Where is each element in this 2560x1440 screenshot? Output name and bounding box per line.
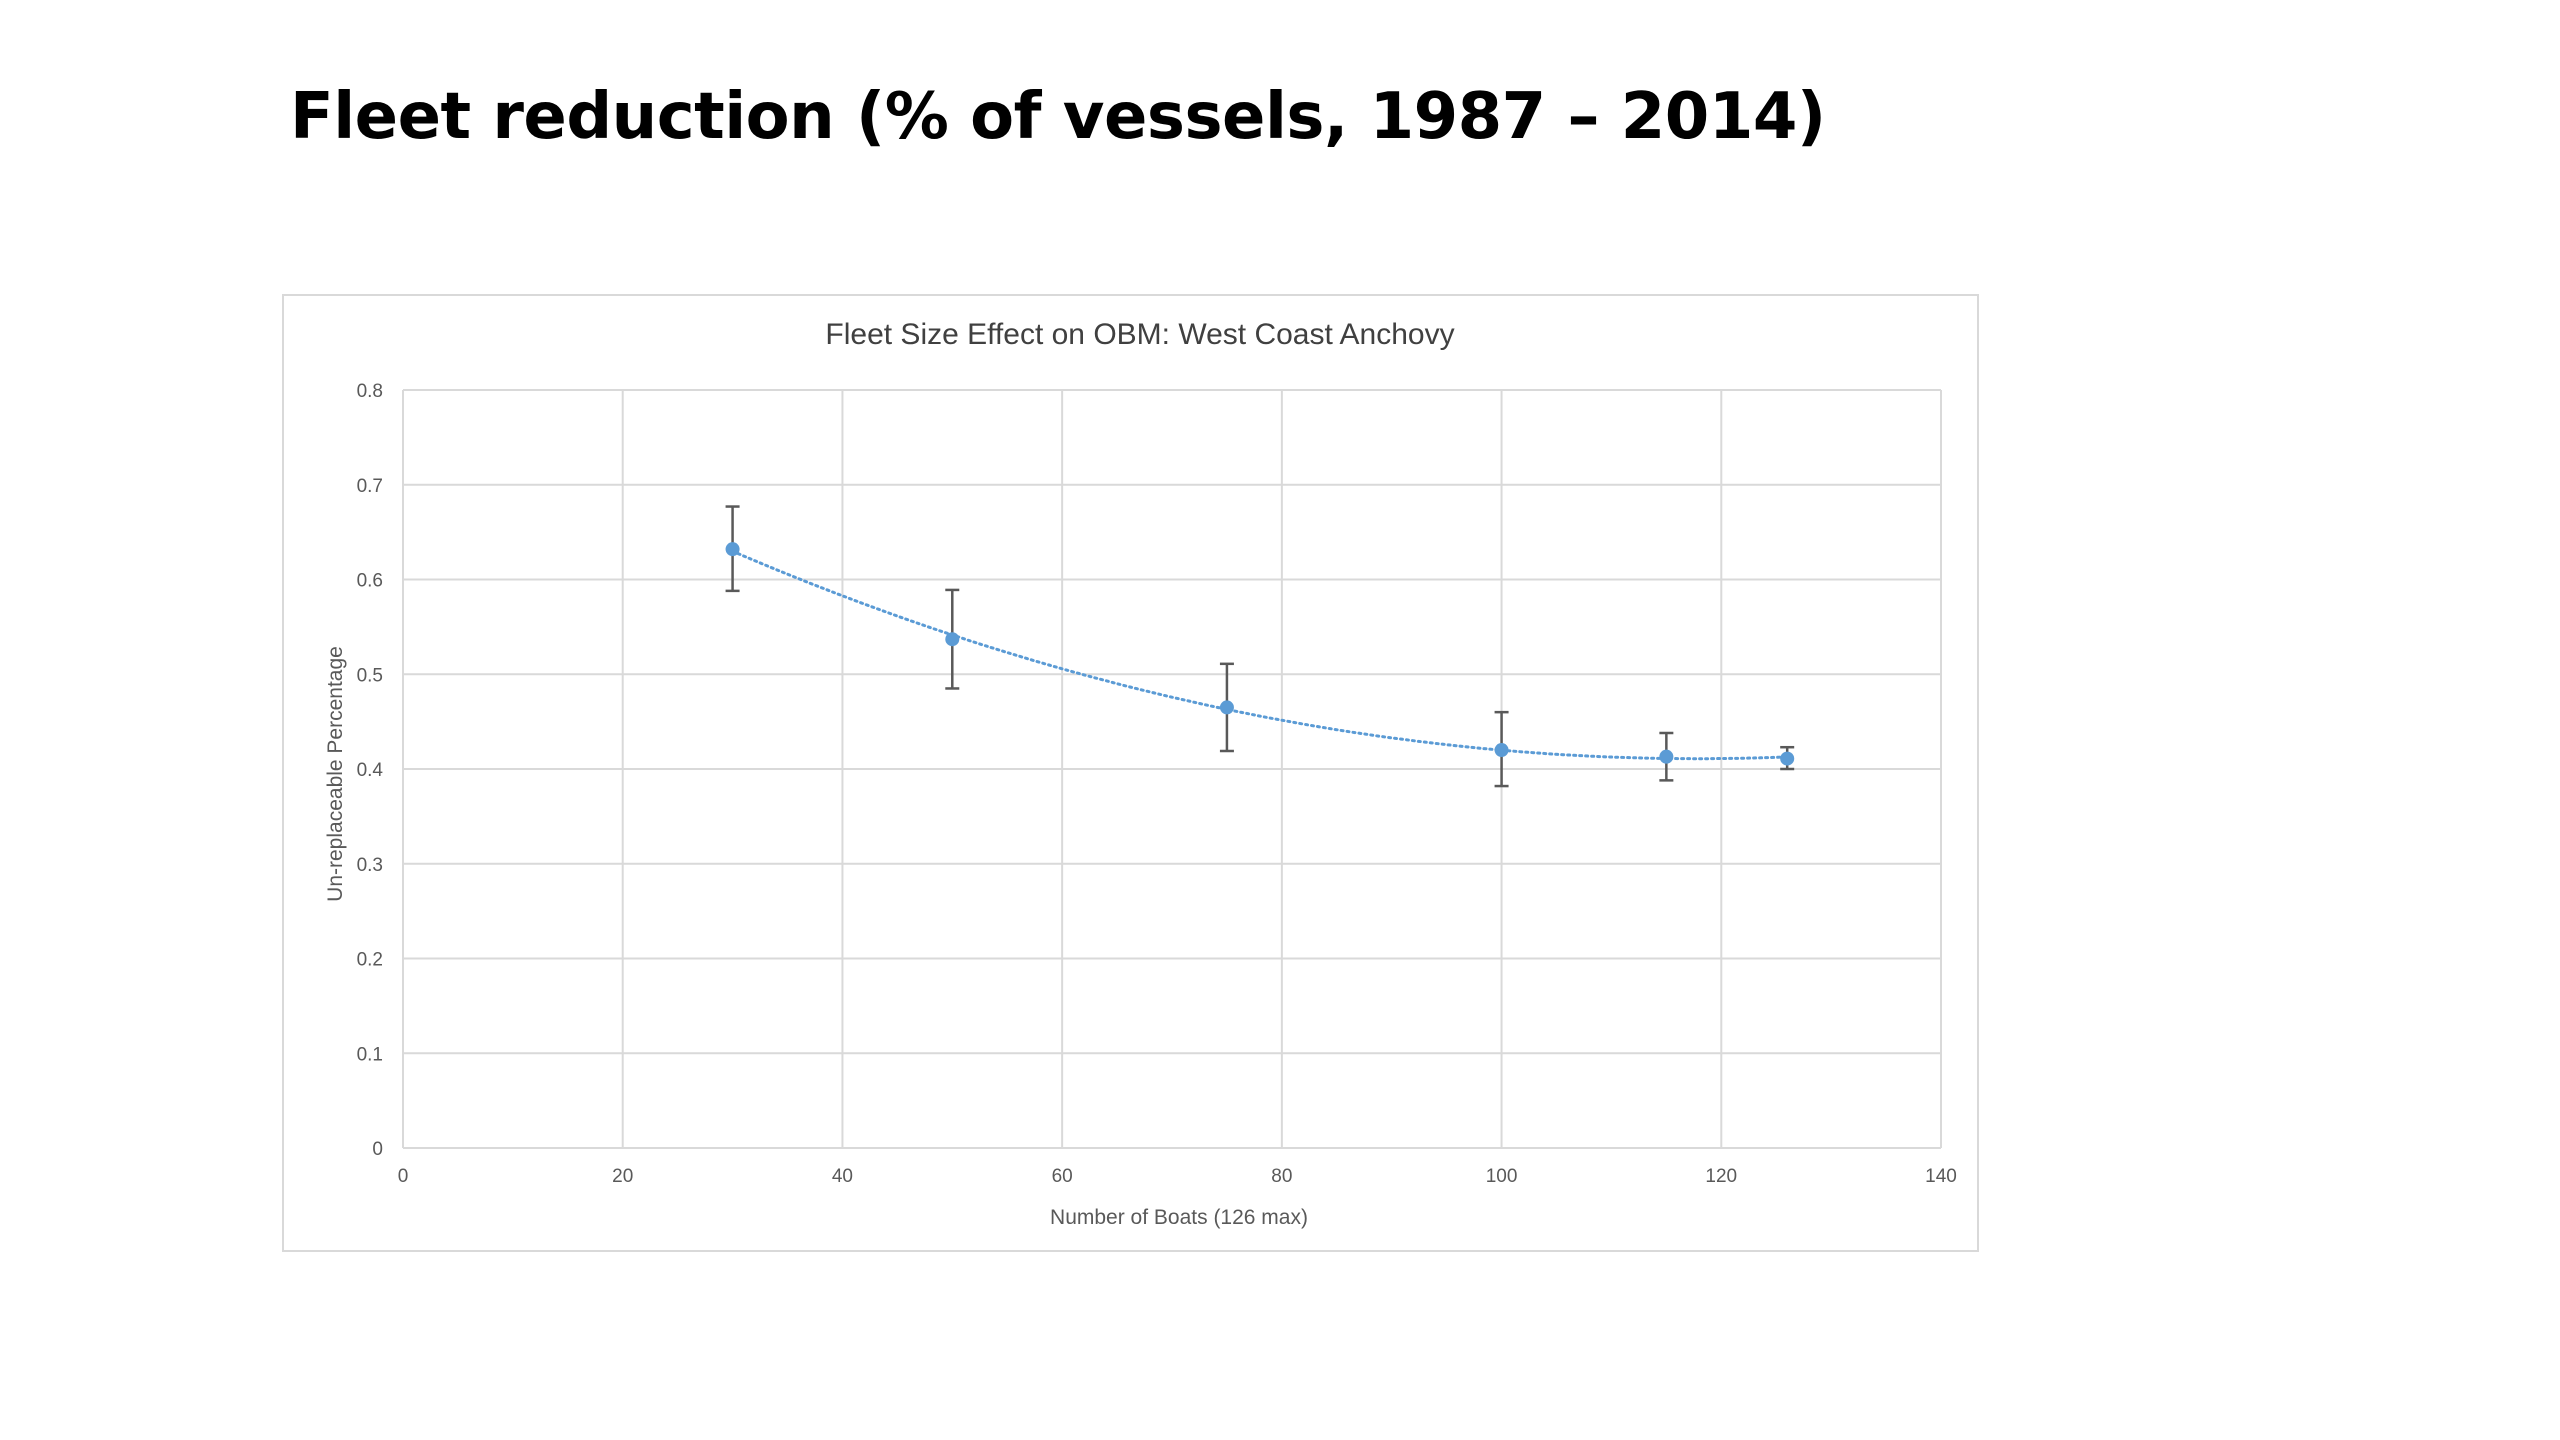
x-axis-title: Number of Boats (126 max) bbox=[1050, 1206, 1308, 1229]
x-tick-label: 80 bbox=[1271, 1166, 1292, 1187]
x-tick-label: 60 bbox=[1052, 1166, 1073, 1187]
y-tick-label: 0.7 bbox=[357, 476, 383, 497]
data-point bbox=[1659, 749, 1674, 764]
x-tick-label: 0 bbox=[398, 1166, 409, 1187]
data-point bbox=[1494, 743, 1509, 758]
y-tick-label: 0.4 bbox=[357, 760, 384, 781]
y-tick-label: 0 bbox=[372, 1139, 383, 1160]
x-tick-label: 40 bbox=[832, 1166, 853, 1187]
y-tick-label: 0.6 bbox=[357, 571, 383, 592]
data-point bbox=[1219, 700, 1234, 715]
y-axis-title: Un-replaceable Percentage bbox=[324, 646, 347, 902]
data-point bbox=[945, 632, 960, 647]
x-tick-label: 20 bbox=[612, 1166, 633, 1187]
chart-title: Fleet Size Effect on OBM: West Coast Anc… bbox=[825, 318, 1454, 351]
slide-title: Fleet reduction (% of vessels, 1987 – 20… bbox=[290, 80, 1826, 154]
trendline-layer bbox=[731, 549, 1789, 761]
y-tick-label: 0.8 bbox=[357, 381, 383, 402]
x-tick-label: 120 bbox=[1705, 1166, 1737, 1187]
y-tick-label: 0.2 bbox=[357, 950, 383, 971]
y-tick-label: 0.3 bbox=[357, 855, 383, 876]
trendline bbox=[731, 549, 1789, 761]
y-tick-label: 0.1 bbox=[357, 1044, 383, 1065]
tick-label-layer: 0 0.1 0.2 0.3 0.4 0.5 0.6 0.7 0.8 0 20 40 60 80 100 120… bbox=[357, 381, 1957, 1187]
y-tick-label: 0.5 bbox=[357, 665, 383, 686]
error-bar-layer bbox=[725, 505, 1795, 788]
data-point bbox=[725, 542, 740, 557]
chart-frame: Fleet Size Effect on OBM: West Coast Anc… bbox=[282, 294, 1979, 1252]
data-point bbox=[1780, 751, 1795, 766]
grid-layer bbox=[402, 389, 1942, 1149]
x-tick-label: 140 bbox=[1925, 1166, 1957, 1187]
chart-svg: Fleet Size Effect on OBM: West Coast Anc… bbox=[324, 318, 1957, 1229]
x-tick-label: 100 bbox=[1486, 1166, 1518, 1187]
data-point-layer bbox=[725, 542, 1795, 766]
